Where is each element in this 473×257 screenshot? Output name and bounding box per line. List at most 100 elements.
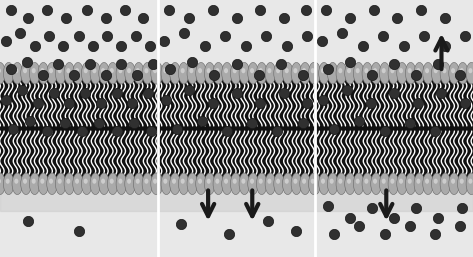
Ellipse shape [449, 173, 459, 195]
Point [7, 8, 15, 12]
Point [185, 16, 193, 20]
Ellipse shape [319, 173, 329, 195]
Ellipse shape [142, 62, 153, 84]
Ellipse shape [440, 173, 451, 195]
Point [331, 126, 338, 131]
Ellipse shape [388, 62, 399, 84]
Ellipse shape [338, 179, 342, 184]
Ellipse shape [75, 179, 79, 184]
Ellipse shape [425, 68, 429, 73]
Ellipse shape [161, 173, 172, 195]
Ellipse shape [457, 62, 468, 84]
Ellipse shape [29, 62, 40, 84]
Point [62, 16, 70, 20]
Point [280, 90, 288, 95]
Point [367, 101, 374, 105]
Ellipse shape [3, 173, 14, 195]
Point [420, 34, 428, 38]
Point [390, 90, 398, 95]
Point [70, 72, 78, 77]
Point [118, 44, 125, 48]
Point [25, 16, 32, 20]
Ellipse shape [142, 173, 153, 195]
Ellipse shape [382, 179, 385, 184]
Point [113, 129, 121, 133]
Ellipse shape [460, 179, 464, 184]
Point [390, 62, 398, 66]
Ellipse shape [300, 62, 310, 84]
Ellipse shape [390, 68, 394, 73]
Ellipse shape [362, 173, 373, 195]
Point [280, 16, 288, 20]
Ellipse shape [84, 68, 88, 73]
Ellipse shape [319, 179, 324, 184]
Ellipse shape [416, 179, 420, 184]
Point [461, 101, 469, 105]
Point [113, 90, 121, 95]
Ellipse shape [423, 62, 433, 84]
Point [129, 101, 136, 105]
Point [132, 34, 140, 38]
Point [343, 88, 350, 92]
Ellipse shape [6, 68, 9, 73]
Ellipse shape [90, 62, 101, 84]
Ellipse shape [449, 62, 459, 84]
Point [148, 129, 155, 133]
Point [104, 34, 111, 38]
Point [7, 67, 15, 71]
Point [149, 62, 157, 66]
Ellipse shape [317, 62, 328, 84]
Ellipse shape [144, 179, 149, 184]
Ellipse shape [274, 62, 284, 84]
Ellipse shape [248, 173, 258, 195]
Ellipse shape [12, 62, 23, 84]
Point [185, 88, 193, 92]
Ellipse shape [239, 62, 250, 84]
Ellipse shape [336, 173, 347, 195]
Ellipse shape [47, 173, 57, 195]
Point [165, 8, 173, 12]
Point [189, 60, 196, 64]
Point [346, 60, 354, 64]
Ellipse shape [81, 173, 92, 195]
Ellipse shape [291, 173, 302, 195]
Point [144, 90, 152, 95]
Point [256, 101, 264, 105]
Ellipse shape [319, 68, 324, 73]
Point [233, 90, 240, 95]
Point [293, 229, 300, 233]
Ellipse shape [250, 68, 254, 73]
Ellipse shape [187, 173, 198, 195]
Ellipse shape [230, 173, 241, 195]
Bar [315, 192, 473, 211]
Ellipse shape [468, 179, 473, 184]
Ellipse shape [58, 179, 61, 184]
Ellipse shape [170, 62, 180, 84]
Point [26, 119, 34, 123]
Point [441, 44, 448, 48]
Ellipse shape [187, 62, 198, 84]
Ellipse shape [265, 62, 276, 84]
Ellipse shape [73, 173, 83, 195]
Point [50, 90, 57, 95]
Ellipse shape [55, 173, 66, 195]
Ellipse shape [144, 68, 149, 73]
Ellipse shape [345, 173, 355, 195]
Point [431, 232, 439, 236]
Ellipse shape [47, 62, 57, 84]
Ellipse shape [153, 68, 157, 73]
Ellipse shape [267, 179, 272, 184]
Ellipse shape [233, 68, 236, 73]
Point [256, 8, 264, 12]
Ellipse shape [274, 173, 284, 195]
Ellipse shape [99, 62, 109, 84]
Ellipse shape [312, 68, 316, 73]
Ellipse shape [373, 68, 377, 73]
Ellipse shape [408, 68, 412, 73]
Bar [0, 78, 158, 179]
Point [299, 121, 307, 125]
Ellipse shape [178, 62, 189, 84]
Point [356, 224, 363, 228]
Ellipse shape [133, 173, 144, 195]
Bar [377, 72, 396, 185]
